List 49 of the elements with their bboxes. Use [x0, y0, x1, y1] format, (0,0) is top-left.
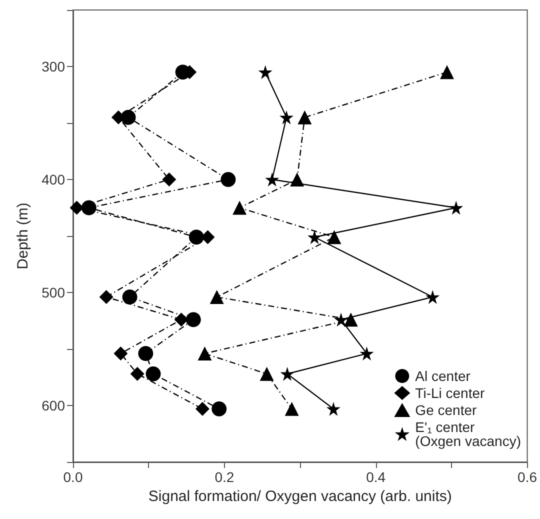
point	[138, 346, 154, 362]
y-tick-label: 400	[42, 172, 66, 188]
point	[344, 312, 358, 327]
point	[220, 172, 236, 187]
y-tick-label: 300	[42, 58, 66, 74]
point	[130, 366, 144, 381]
point	[188, 230, 204, 245]
point	[440, 65, 454, 80]
point	[290, 172, 304, 186]
legend-label: Al center	[415, 368, 471, 384]
point	[174, 312, 188, 327]
x-tick-label: 0.4	[366, 469, 386, 485]
y-axis-title: Depth (m)	[14, 202, 32, 270]
point	[360, 346, 374, 361]
x-tick-label: 0.0	[63, 469, 83, 485]
point	[284, 402, 299, 416]
point	[327, 230, 342, 244]
point	[232, 200, 247, 215]
x-tick-label: 0.6	[518, 469, 538, 485]
point	[99, 290, 114, 304]
legend-label: E'₁ center (Oxgen vacancy)	[415, 419, 522, 449]
x-tick-label: 0.2	[214, 469, 234, 485]
point	[280, 110, 294, 124]
legend-label: Ge center	[415, 402, 477, 418]
point	[81, 200, 96, 216]
point	[449, 200, 464, 215]
point	[258, 65, 272, 80]
point	[212, 401, 227, 416]
point	[260, 366, 274, 381]
point	[70, 200, 84, 215]
point	[308, 230, 322, 244]
point	[265, 172, 280, 186]
legend-label: Ti-Li center	[415, 385, 486, 401]
x-axis-title: Signal formation/ Oxygen vacancy (arb. units)	[148, 488, 452, 505]
y-tick-label: 500	[42, 284, 66, 300]
point	[426, 290, 440, 304]
point	[186, 312, 201, 328]
point	[195, 402, 210, 416]
point	[114, 346, 128, 361]
point	[326, 402, 340, 416]
point	[298, 110, 312, 124]
y-tick-label: 600	[42, 398, 66, 414]
point	[210, 290, 224, 304]
point	[146, 366, 161, 382]
point	[334, 312, 348, 327]
point	[198, 346, 212, 361]
point	[280, 366, 294, 381]
point	[162, 172, 176, 186]
point	[122, 290, 138, 305]
